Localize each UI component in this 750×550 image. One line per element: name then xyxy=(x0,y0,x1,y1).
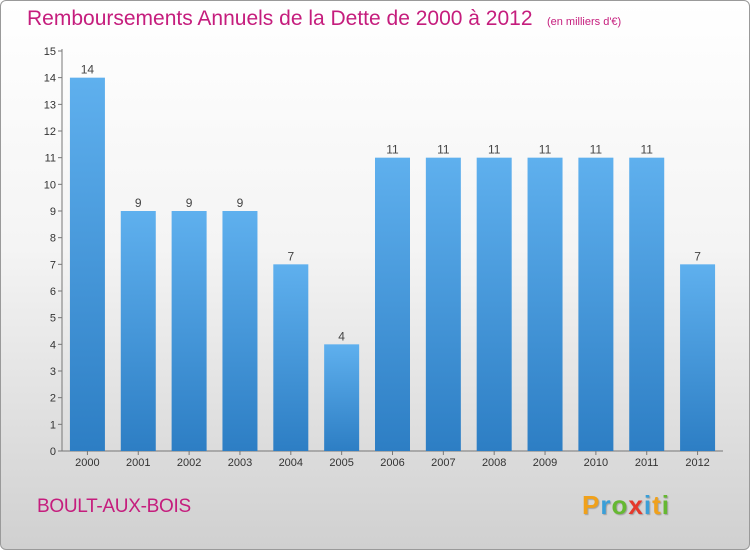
bar xyxy=(222,211,258,451)
y-tick-label: 9 xyxy=(50,206,56,218)
data-labels: 14 9 9 9 7 4 11 11 11 11 11 11 7 xyxy=(81,63,701,344)
x-tick-label: 2005 xyxy=(329,457,353,469)
x-tick-label: 2006 xyxy=(380,457,404,469)
x-tick-label: 2010 xyxy=(584,457,608,469)
y-tick-label: 6 xyxy=(50,286,56,298)
bar xyxy=(273,264,309,451)
title-row: Remboursements Annuels de la Dette de 20… xyxy=(27,7,621,31)
bar xyxy=(476,157,512,451)
x-tick-label: 2012 xyxy=(685,457,709,469)
y-tick-label: 8 xyxy=(50,233,56,245)
bar xyxy=(120,211,156,451)
data-label: 9 xyxy=(186,196,193,210)
x-tick-label: 2004 xyxy=(279,457,303,469)
y-tick-label: 12 xyxy=(44,126,56,138)
bar xyxy=(629,157,665,451)
y-tick-label: 10 xyxy=(44,179,56,191)
y-tick-label: 13 xyxy=(44,99,56,111)
y-tick-label: 5 xyxy=(50,313,56,325)
y-tick-label: 14 xyxy=(44,73,56,85)
x-tick-label: 2008 xyxy=(482,457,506,469)
data-label: 9 xyxy=(237,196,244,210)
bar xyxy=(324,344,360,451)
logo-letter: x xyxy=(628,490,644,520)
y-tick-label: 4 xyxy=(50,339,56,351)
data-label: 7 xyxy=(694,249,701,263)
data-label: 11 xyxy=(437,143,450,157)
proxiti-logo: Proxiti xyxy=(582,490,670,521)
data-label: 9 xyxy=(135,196,142,210)
chart-title: Remboursements Annuels de la Dette de 20… xyxy=(27,7,533,30)
commune-name: BOULT-AUX-BOIS xyxy=(37,496,191,517)
x-tick-label: 2003 xyxy=(228,457,252,469)
logo-letter: r xyxy=(600,490,612,520)
y-tick-label: 11 xyxy=(45,153,56,165)
x-tick-label: 2007 xyxy=(431,457,455,469)
bar xyxy=(578,157,614,451)
data-label: 14 xyxy=(81,63,95,77)
x-tick-label: 2002 xyxy=(177,457,201,469)
x-tick-label: 2011 xyxy=(635,457,659,469)
logo-letter: i xyxy=(643,490,653,520)
data-label: 11 xyxy=(488,143,501,157)
data-label: 7 xyxy=(287,249,294,263)
y-tick-label: 3 xyxy=(50,366,56,378)
y-tick-label: 7 xyxy=(50,259,56,271)
data-label: 11 xyxy=(539,143,552,157)
data-label: 11 xyxy=(590,143,603,157)
bar xyxy=(375,157,410,451)
bars xyxy=(69,77,716,452)
bar xyxy=(171,211,207,451)
x-tick-label: 2009 xyxy=(533,457,557,469)
logo-letter: i xyxy=(661,490,670,520)
y-tick-label: 0 xyxy=(50,446,56,458)
bar xyxy=(425,157,461,451)
data-label: 11 xyxy=(640,143,653,157)
bar xyxy=(527,157,563,451)
logo-letter: P xyxy=(582,490,601,520)
logo-letter: t xyxy=(652,490,662,520)
x-tick-label: 2000 xyxy=(75,457,99,469)
bar xyxy=(680,264,716,451)
data-label: 11 xyxy=(386,143,399,157)
data-label: 4 xyxy=(338,329,345,343)
logo-letter: o xyxy=(611,490,629,520)
x-tick-label: 2001 xyxy=(126,457,150,469)
y-tick-label: 2 xyxy=(50,393,56,405)
bar xyxy=(69,77,105,452)
y-tick-label: 15 xyxy=(44,46,56,58)
chart-subtitle: (en milliers d'€) xyxy=(546,16,622,28)
y-tick-label: 1 xyxy=(50,419,56,431)
